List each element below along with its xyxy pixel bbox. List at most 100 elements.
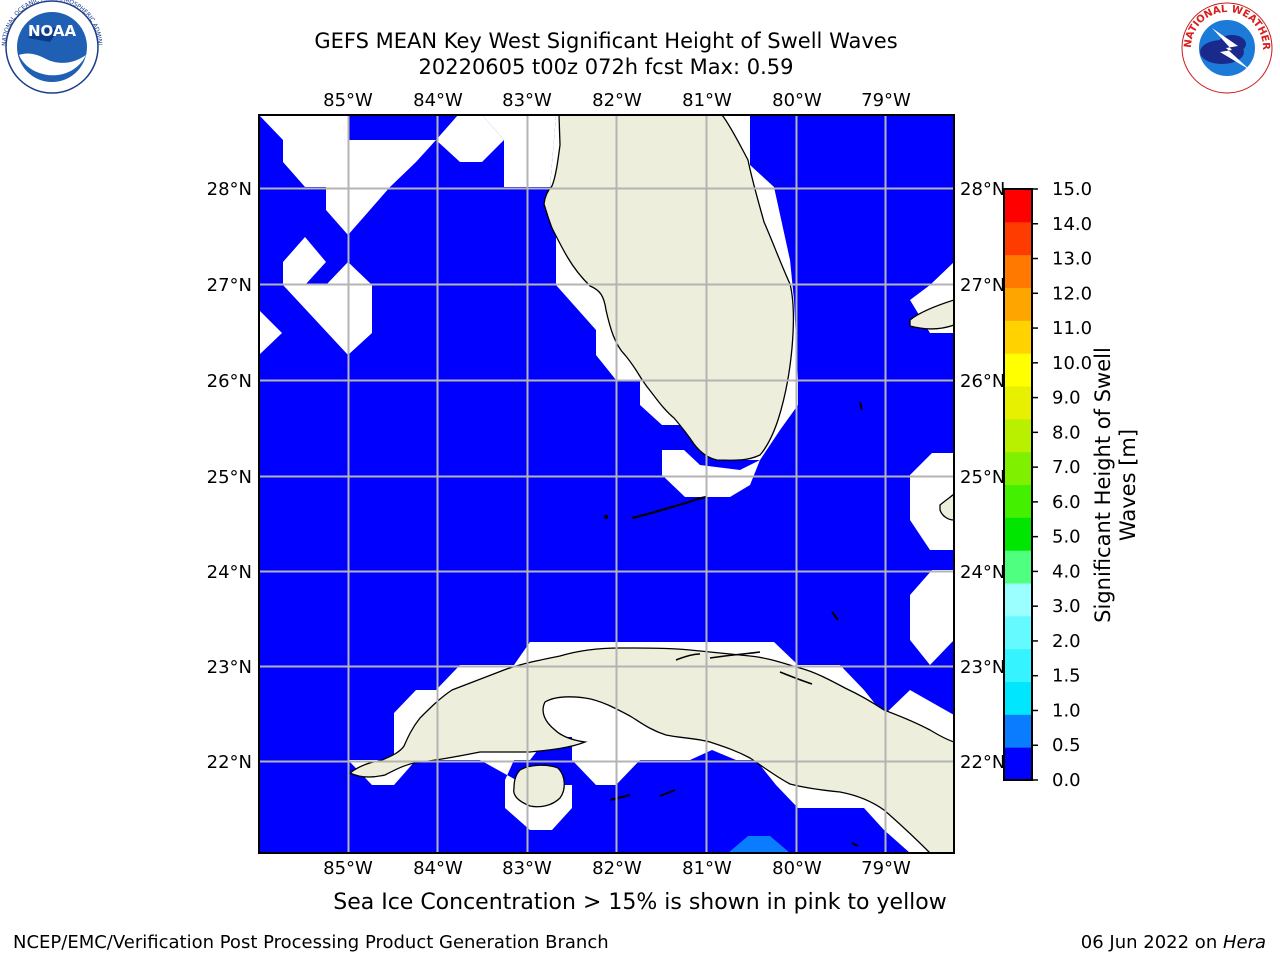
colorbar-tick-label: 15.0 [1052, 179, 1092, 200]
lon-label-top: 85°W [323, 90, 373, 111]
lon-label-top: 81°W [682, 90, 732, 111]
chart-subtitle: 20220605 t00z 072h fcst Max: 0.59 [418, 55, 794, 79]
axis-labels: 85°W 84°W 83°W 82°W 81°W 80°W 79°W 85°W … [207, 90, 1006, 879]
map-plot-area [259, 115, 954, 853]
lat-label-left: 26°N [207, 371, 252, 392]
florida-keys [631, 495, 707, 520]
colorbar-swatch [1004, 287, 1032, 321]
lat-labels-left: 28°N 27°N 26°N 25°N 24°N 23°N 22°N [207, 179, 252, 773]
colorbar-swatch [1004, 681, 1032, 715]
no-data-nw-gulf [259, 115, 504, 187]
bimini [859, 401, 863, 411]
lon-label-top: 84°W [413, 90, 463, 111]
colorbar-tick-label: 1.5 [1052, 666, 1081, 687]
colorbar-swatch [1004, 550, 1032, 584]
cay-sal [831, 611, 839, 621]
colorbar-tick-label: 2.0 [1052, 631, 1081, 652]
footer-credit: NCEP/EMC/Verification Post Processing Pr… [13, 932, 609, 953]
colorbar-tick-label: 1.0 [1052, 700, 1081, 721]
colorbar-tick-label: 5.0 [1052, 527, 1081, 548]
lat-label-left: 27°N [207, 275, 252, 296]
lat-label-right: 23°N [960, 657, 1005, 678]
cuba-south-cays [609, 789, 676, 801]
lat-label-right: 25°N [960, 467, 1005, 488]
footer-date: 06 Jun 2022 on Hera [1081, 932, 1266, 953]
lon-label-top: 83°W [502, 90, 552, 111]
lat-label-left: 22°N [207, 752, 252, 773]
colorbar-swatch [1004, 484, 1032, 518]
colorbar-swatch [1004, 615, 1032, 650]
colorbar: 0.0 0.5 1.0 1.5 2.0 3.0 4.0 5.0 6.0 7.0 8.0 9.0 10.0… [1003, 179, 1092, 791]
colorbar-swatch [1004, 189, 1032, 223]
cuba-north-cays [675, 651, 813, 685]
colorbar-tick-label: 3.0 [1052, 596, 1081, 617]
lat-labels-right: 28°N 27°N 26°N 25°N 24°N 23°N 22°N [960, 179, 1005, 773]
colorbar-frame [1003, 188, 1033, 781]
land-bahamas-south [939, 493, 954, 521]
colorbar-label-line1: Significant Height of Swell [1091, 347, 1115, 623]
lon-label-bottom: 79°W [861, 858, 911, 879]
colorbar-tick-label: 8.0 [1052, 422, 1081, 443]
lat-label-right: 22°N [960, 752, 1005, 773]
no-data-patch-4 [259, 310, 282, 355]
lat-label-right: 27°N [960, 275, 1005, 296]
lon-label-top: 82°W [592, 90, 642, 111]
lon-label-bottom: 83°W [502, 858, 552, 879]
lon-label-bottom: 81°W [682, 858, 732, 879]
sea-ice-caption: Sea Ice Concentration > 15% is shown in … [333, 890, 947, 915]
colorbar-swatch [1004, 254, 1032, 288]
swell-patch-0.5m [728, 836, 790, 853]
colorbar-label-line2: Waves [m] [1116, 429, 1140, 541]
lat-label-left: 23°N [207, 657, 252, 678]
lon-label-bottom: 82°W [592, 858, 642, 879]
graticule [259, 115, 954, 853]
lat-label-right: 26°N [960, 371, 1005, 392]
colorbar-tick-label: 13.0 [1052, 249, 1092, 270]
map-frame [258, 114, 955, 854]
colorbar-swatch [1004, 451, 1032, 485]
land-bahamas-andros [909, 299, 954, 330]
islands [603, 401, 863, 847]
land [348, 115, 954, 853]
lat-label-right: 28°N [960, 179, 1005, 200]
colorbar-swatch [1004, 648, 1032, 682]
colorbar-tick-label: 4.0 [1052, 561, 1081, 582]
lon-label-top: 79°W [861, 90, 911, 111]
colorbar-swatch [1004, 747, 1032, 781]
colorbar-swatch [1004, 714, 1032, 748]
noaa-logo-text: NOAA [28, 22, 77, 40]
lat-label-left: 25°N [207, 467, 252, 488]
chart-title: GEFS MEAN Key West Significant Height of… [314, 29, 898, 53]
colorbar-swatch [1004, 386, 1032, 420]
land-cuba [348, 647, 954, 853]
colorbar-tick-label: 7.0 [1052, 457, 1081, 478]
footer-date-text: 06 Jun 2022 on [1080, 932, 1223, 953]
colorbar-label: Significant Height of Swell Waves [m] [1091, 347, 1140, 623]
no-data-patch-1 [326, 187, 390, 235]
island-south-1 [851, 842, 859, 847]
lat-label-left: 24°N [207, 562, 252, 583]
colorbar-tick-label: 6.0 [1052, 492, 1081, 513]
colorbar-tick-label: 11.0 [1052, 318, 1092, 339]
key-west-islet [603, 514, 609, 520]
colorbar-tick-label: 9.0 [1052, 388, 1081, 409]
colorbar-tick-label: 0.5 [1052, 735, 1081, 756]
land-isle-of-youth [513, 764, 565, 808]
no-data-bahamas-2 [910, 570, 954, 665]
lon-label-bottom: 85°W [323, 858, 373, 879]
colorbar-tick-label: 10.0 [1052, 353, 1092, 374]
colorbar-swatch [1004, 221, 1032, 256]
lon-labels-top: 85°W 84°W 83°W 82°W 81°W 80°W 79°W [323, 90, 911, 111]
no-data-fl-keys [662, 450, 760, 497]
colorbar-swatch [1004, 583, 1032, 617]
colorbar-tick-label: 0.0 [1052, 770, 1081, 791]
colorbar-tick-label: 12.0 [1052, 283, 1092, 304]
lon-labels-bottom: 85°W 84°W 83°W 82°W 81°W 80°W 79°W [323, 858, 911, 879]
colorbar-tick-label: 14.0 [1052, 214, 1092, 235]
no-data-patch-2 [283, 237, 326, 285]
lon-label-bottom: 84°W [413, 858, 463, 879]
footer-host: Hera [1222, 932, 1266, 953]
land-florida [543, 115, 794, 461]
colorbar-swatch [1004, 353, 1032, 387]
